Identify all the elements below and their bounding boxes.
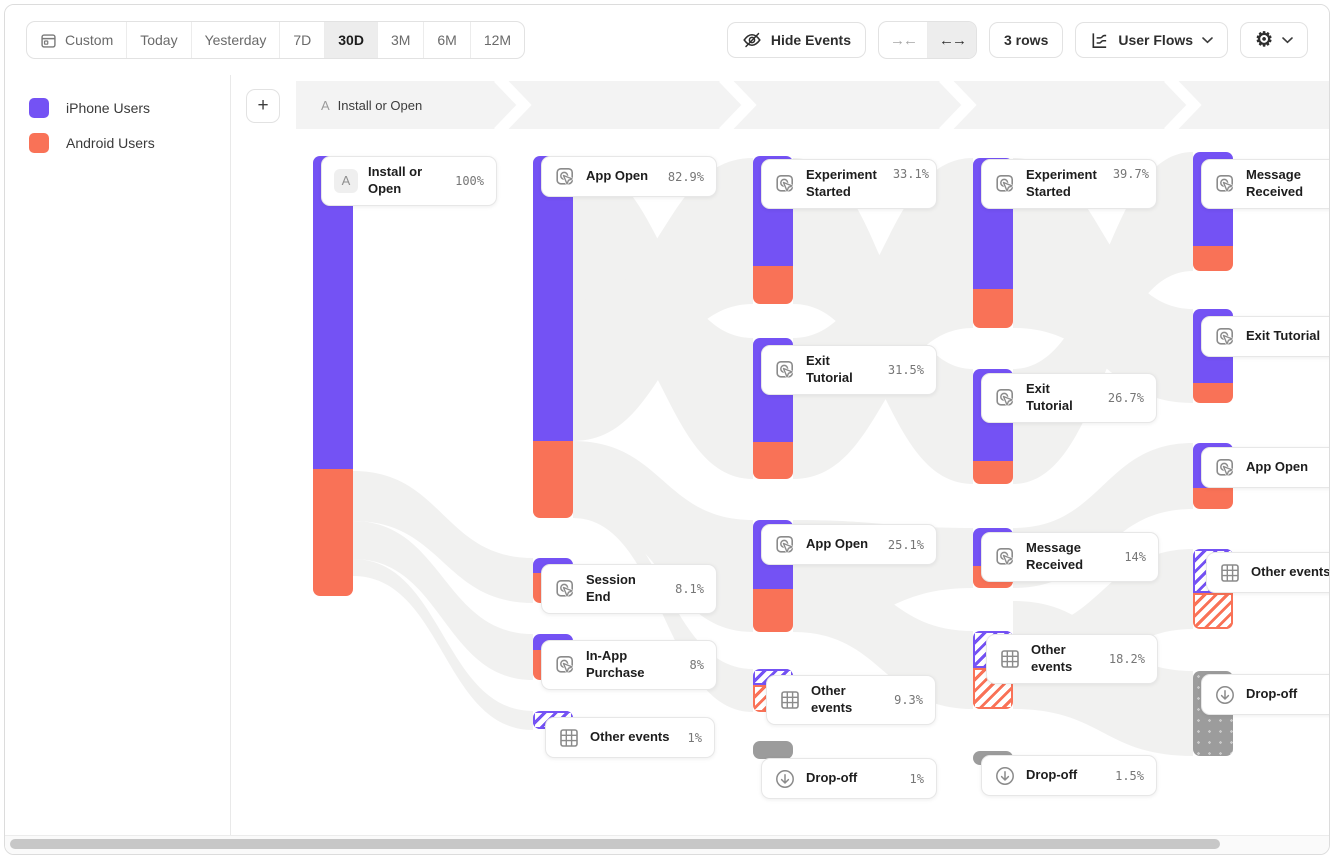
drop-off-icon <box>774 768 796 790</box>
collapse-expand-control: →← ←→ <box>878 21 977 59</box>
bar-segment-dropoff <box>753 741 793 759</box>
chevron-down-icon <box>1282 37 1293 44</box>
node-card-exit-tutorial[interactable]: Exit Tutorial 26.7% <box>981 373 1157 423</box>
node-card-experiment-started[interactable]: Experiment Started 39.7% <box>981 159 1157 209</box>
calendar-icon <box>41 33 56 48</box>
node-card-other-events[interactable]: Other events <box>1206 552 1329 593</box>
chevron-down-icon <box>1202 37 1213 44</box>
step-a-label[interactable]: A Install or Open <box>321 97 423 113</box>
node-card-in-app-purchase[interactable]: In-App Purchase 8% <box>541 640 717 690</box>
bar-segment-android <box>753 442 793 479</box>
hide-events-button[interactable]: Hide Events <box>726 22 866 58</box>
node-card-other-events[interactable]: Other events 18.2% <box>986 634 1158 684</box>
toolbar-right: Hide Events →← ←→ 3 rows User Flows ⚙ <box>726 21 1308 59</box>
node-card-app-open[interactable]: App Open <box>1201 447 1329 488</box>
event-cursor-icon <box>554 578 576 600</box>
node-card-exit-tutorial[interactable]: Exit Tutorial <box>1201 316 1329 357</box>
flow-bar[interactable] <box>313 156 353 596</box>
android-swatch <box>29 133 49 153</box>
event-cursor-icon <box>1214 457 1236 479</box>
bar-segment-android <box>313 469 353 596</box>
legend-item-iphone[interactable]: iPhone Users <box>29 98 155 118</box>
node-card-app-open[interactable]: App Open 25.1% <box>761 524 937 565</box>
step-chevrons <box>494 81 1202 129</box>
node-card-message-received[interactable]: Message Received <box>1201 159 1329 209</box>
series-legend: iPhone Users Android Users <box>29 98 155 168</box>
event-cursor-icon <box>1214 326 1236 348</box>
date-range-custom[interactable]: Custom <box>27 22 126 58</box>
node-card-other-events[interactable]: Other events 1% <box>545 717 715 758</box>
event-cursor-icon <box>994 546 1016 568</box>
rows-button[interactable]: 3 rows <box>989 22 1064 58</box>
date-range-today[interactable]: Today <box>126 22 190 58</box>
view-selector[interactable]: User Flows <box>1075 22 1229 58</box>
node-card-experiment-started[interactable]: Experiment Started 33.1% <box>761 159 937 209</box>
node-card-app-open[interactable]: App Open 82.9% <box>541 156 717 197</box>
grid-icon <box>779 689 801 711</box>
bar-segment-android <box>753 589 793 632</box>
expand-arrows-icon: ←→ <box>939 31 967 49</box>
bar-segment-android <box>1193 488 1233 509</box>
bar-segment-android <box>1193 246 1233 271</box>
date-range-yesterday[interactable]: Yesterday <box>190 22 280 58</box>
date-range-6m[interactable]: 6M <box>423 22 469 58</box>
bar-segment-android <box>1193 383 1233 403</box>
horizontal-scrollbar <box>5 835 1329 854</box>
add-step-button[interactable]: + <box>246 89 280 123</box>
bar-segment-android-hatched <box>1193 593 1233 629</box>
bar-segment-android <box>533 441 573 518</box>
grid-icon <box>999 648 1021 670</box>
event-cursor-icon <box>554 166 576 188</box>
event-cursor-icon <box>994 173 1016 195</box>
node-card-drop-off[interactable]: Drop-off 1.5% <box>981 755 1157 796</box>
event-cursor-icon <box>774 534 796 556</box>
drop-off-icon <box>1214 684 1236 706</box>
expand-columns-button[interactable]: ←→ <box>927 22 976 58</box>
bar-segment-android <box>973 461 1013 484</box>
date-range-label: Custom <box>65 32 114 48</box>
node-card-message-received[interactable]: Message Received 14% <box>981 532 1159 582</box>
bar-segment-android <box>973 289 1013 328</box>
iphone-swatch <box>29 98 49 118</box>
date-range-30d[interactable]: 30D <box>324 22 377 58</box>
node-card-drop-off[interactable]: Drop-off <box>1201 674 1329 715</box>
funnel-step-strip: A Install or Open <box>296 81 1329 129</box>
toolbar: Custom Today Yesterday 7D 30D 3M 6M 12M … <box>5 5 1329 75</box>
date-range-12m[interactable]: 12M <box>469 22 524 58</box>
bar-segment-android <box>753 266 793 304</box>
node-card-exit-tutorial[interactable]: Exit Tutorial 31.5% <box>761 345 937 395</box>
event-cursor-icon <box>994 387 1016 409</box>
flow-bar[interactable] <box>533 156 573 518</box>
collapse-columns-button[interactable]: →← <box>879 22 927 58</box>
gear-icon: ⚙ <box>1255 29 1273 51</box>
chart-icon <box>1092 32 1107 48</box>
node-card-other-events[interactable]: Other events 9.3% <box>766 675 936 725</box>
bar-segment-iphone <box>313 156 353 469</box>
node-card-drop-off[interactable]: Drop-off 1% <box>761 758 937 799</box>
date-range-3m[interactable]: 3M <box>376 22 423 58</box>
event-cursor-icon <box>554 654 576 676</box>
grid-icon <box>1219 562 1241 584</box>
flow-bar[interactable] <box>753 741 793 759</box>
event-cursor-icon <box>774 359 796 381</box>
legend-item-android[interactable]: Android Users <box>29 133 155 153</box>
settings-menu-button[interactable]: ⚙ <box>1240 22 1308 58</box>
user-flows-app: Custom Today Yesterday 7D 30D 3M 6M 12M … <box>4 4 1330 855</box>
date-range-7d[interactable]: 7D <box>279 22 324 58</box>
bar-segment-iphone <box>533 156 573 441</box>
panel-divider <box>230 75 231 835</box>
step-a-badge: A <box>334 168 358 193</box>
node-card-session-end[interactable]: Session End 8.1% <box>541 564 717 614</box>
node-card-install-or-open[interactable]: A Install or Open 100% <box>321 156 497 206</box>
event-cursor-icon <box>1214 173 1236 195</box>
collapse-arrows-icon: →← <box>890 31 918 49</box>
date-range-control: Custom Today Yesterday 7D 30D 3M 6M 12M <box>26 21 526 59</box>
drop-off-icon <box>994 765 1016 787</box>
scrollbar-thumb[interactable] <box>10 839 1220 849</box>
eye-off-icon <box>743 32 761 48</box>
grid-icon <box>558 727 580 749</box>
event-cursor-icon <box>774 173 796 195</box>
